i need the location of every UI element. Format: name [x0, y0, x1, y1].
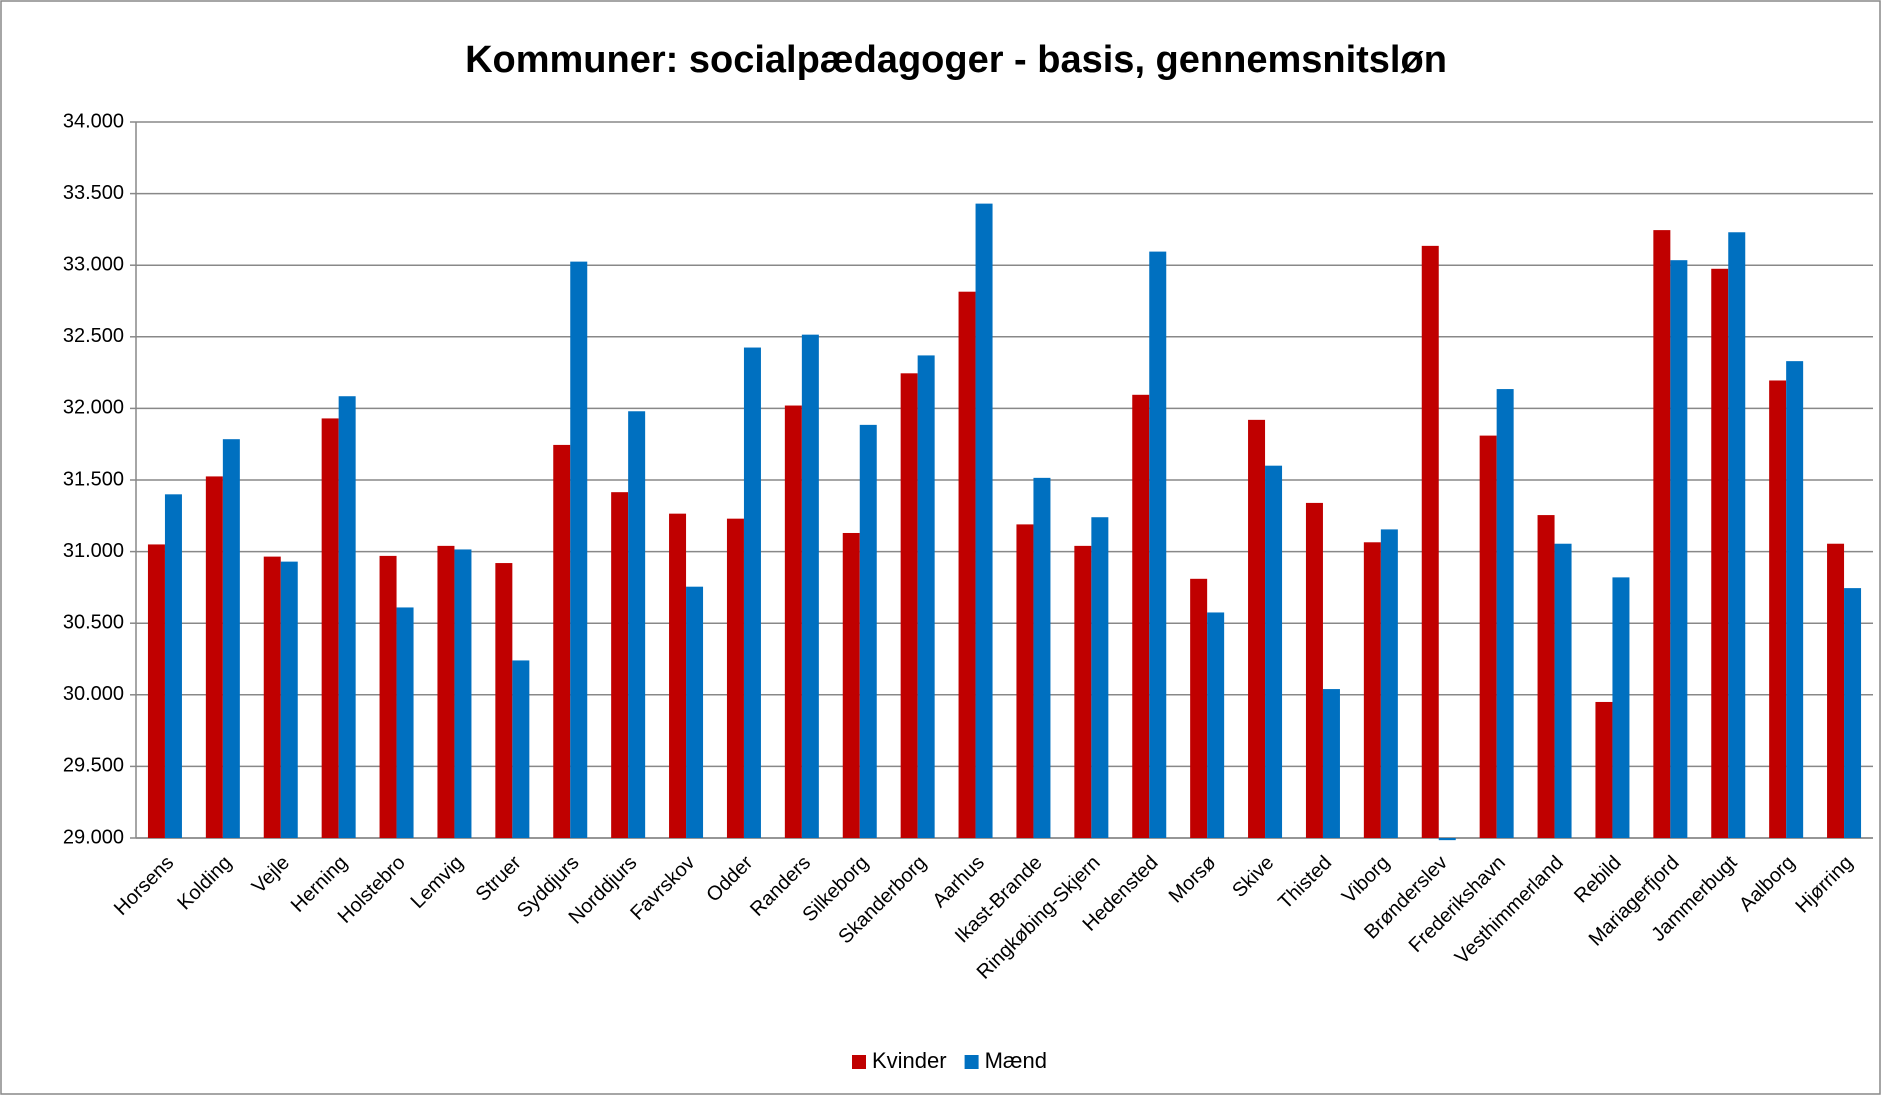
bar — [1016, 524, 1034, 838]
bar — [379, 555, 397, 838]
bar — [1670, 260, 1688, 838]
legend-label: Kvinder — [872, 1048, 947, 1073]
bar — [1248, 419, 1266, 838]
y-tick-label: 34.000 — [63, 110, 124, 132]
chart-title: Kommuner: socialpædagoger - basis, genne… — [465, 39, 1447, 81]
bar — [958, 291, 976, 838]
bar — [512, 660, 530, 838]
bar — [437, 545, 455, 838]
bar — [263, 556, 281, 838]
bar — [743, 347, 761, 838]
bar — [1711, 268, 1729, 838]
bar — [396, 607, 414, 838]
y-tick-label: 31.500 — [63, 468, 124, 490]
bar — [628, 411, 646, 838]
bar — [1554, 543, 1572, 838]
bar — [1149, 251, 1167, 838]
bar — [1786, 361, 1804, 838]
bar — [1595, 701, 1613, 838]
bar — [454, 549, 472, 838]
bar — [669, 513, 687, 838]
bar — [1207, 612, 1225, 838]
bar — [975, 203, 993, 838]
bar — [147, 544, 165, 838]
bar — [1438, 838, 1456, 841]
bar — [1496, 389, 1514, 838]
bar — [1728, 232, 1746, 838]
bar — [686, 586, 704, 838]
bar — [1380, 529, 1398, 838]
legend-label: Mænd — [985, 1048, 1047, 1073]
bar — [1769, 380, 1787, 838]
bar — [1132, 394, 1150, 838]
bar — [900, 373, 918, 838]
bar — [1479, 435, 1497, 838]
bar — [280, 561, 298, 838]
bar — [1305, 502, 1323, 838]
bar — [1074, 545, 1092, 838]
bar — [1844, 588, 1862, 838]
y-tick-label: 30.500 — [63, 611, 124, 633]
bar — [205, 476, 223, 838]
bar — [784, 405, 802, 838]
bar — [321, 418, 339, 838]
bar — [1190, 578, 1208, 838]
bar — [553, 444, 571, 838]
y-tick-label: 33.000 — [63, 253, 124, 275]
bar — [222, 439, 240, 838]
y-tick-label: 32.500 — [63, 325, 124, 347]
y-tick-label: 32.000 — [63, 397, 124, 419]
y-tick-label: 33.500 — [63, 182, 124, 204]
bar — [611, 492, 629, 838]
bar — [1265, 465, 1283, 838]
bar — [726, 518, 744, 838]
bar — [842, 532, 860, 838]
bar — [859, 424, 877, 838]
bar — [801, 334, 819, 838]
bar — [917, 355, 935, 838]
y-tick-label: 29.500 — [63, 755, 124, 777]
bar — [1612, 577, 1630, 838]
bar — [1653, 230, 1671, 839]
legend-swatch — [852, 1055, 866, 1069]
y-tick-label: 31.000 — [63, 540, 124, 562]
bar — [570, 261, 588, 838]
legend-swatch — [964, 1055, 979, 1069]
bar — [164, 494, 182, 838]
bar — [1091, 517, 1109, 838]
bar — [1322, 689, 1340, 838]
bar — [1421, 245, 1439, 839]
bar — [1033, 477, 1051, 838]
bar — [1537, 515, 1555, 838]
bar — [495, 563, 513, 838]
bar — [1827, 543, 1845, 838]
y-tick-label: 30.000 — [63, 683, 124, 705]
bar — [1363, 542, 1381, 838]
y-tick-label: 29.000 — [63, 826, 124, 848]
bar — [338, 396, 356, 838]
